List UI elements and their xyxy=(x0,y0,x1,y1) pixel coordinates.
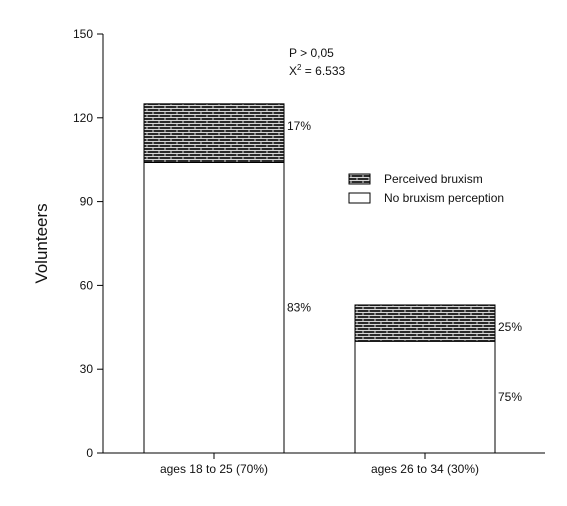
y-tick-label: 120 xyxy=(73,111,93,125)
segment-percent-label: 83% xyxy=(287,301,311,315)
segment-percent-label: 75% xyxy=(498,390,522,404)
bar-segment-no-perception xyxy=(143,161,285,454)
legend-label: No bruxism perception xyxy=(384,191,504,205)
bar-segment-perceived xyxy=(354,304,496,342)
y-tick-label: 90 xyxy=(80,195,94,209)
legend-swatch xyxy=(348,173,371,185)
x-tick-label: ages 26 to 34 (30%) xyxy=(371,462,479,476)
bar-segment-perceived xyxy=(143,103,285,163)
x-tick-label: ages 18 to 25 (70%) xyxy=(160,462,268,476)
segment-percent-label: 25% xyxy=(498,320,522,334)
legend-label: Perceived bruxism xyxy=(384,172,483,186)
axes: 0 30 60 90 120 150 Volunteers ages 18 to 25 (70… xyxy=(32,27,545,476)
bars xyxy=(143,103,496,454)
chi-value: = 6.533 xyxy=(301,64,345,78)
chi-superscript: 2 xyxy=(297,63,302,72)
segment-percent-label: 17% xyxy=(287,119,311,133)
y-tick-label: 30 xyxy=(80,362,94,376)
y-tick-label: 60 xyxy=(80,278,94,292)
chi-square-text: X2 = 6.533 xyxy=(289,63,346,78)
legend: Perceived bruxism No bruxism perception xyxy=(348,172,504,205)
y-tick-label: 0 xyxy=(86,446,93,460)
segment-labels: 83% 17% 75% 25% xyxy=(287,119,522,404)
y-tick-label: 150 xyxy=(73,27,93,41)
chi-symbol: X xyxy=(289,64,297,78)
stats-annotation: P > 0,05 X2 = 6.533 xyxy=(289,46,346,78)
p-value-text: P > 0,05 xyxy=(289,46,334,60)
y-axis-title: Volunteers xyxy=(32,203,51,283)
legend-swatch xyxy=(348,192,371,204)
bar-segment-no-perception xyxy=(354,340,496,454)
